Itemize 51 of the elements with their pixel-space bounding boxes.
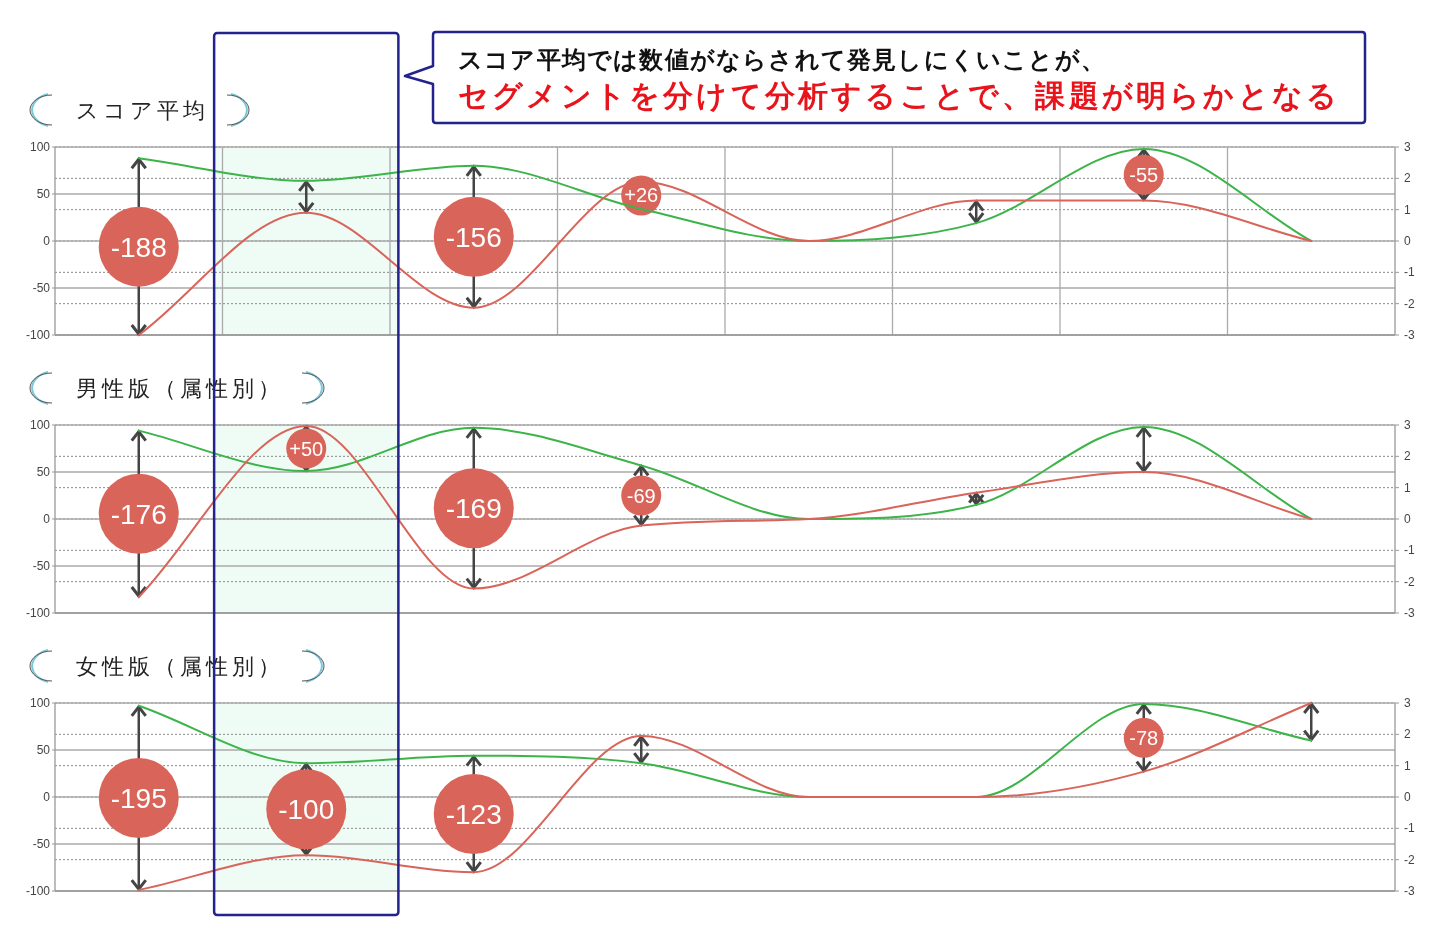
y-tick-label: -100 [25, 328, 51, 342]
annotation: -169 [445, 493, 502, 525]
text: セグメントを分けて分析することで、課題が明らかとなる [458, 79, 1341, 113]
y2-tick-label: 1 [1404, 758, 1411, 773]
y2-tick-label: 3 [1404, 418, 1411, 432]
text: スコア平均では数値がならされて発見しにくいことが、 [458, 46, 1106, 73]
annotation: -55 [1129, 163, 1159, 186]
annotation: -100 [278, 794, 335, 826]
chart-title: スコア平均 [76, 98, 209, 123]
annotation: -176 [110, 498, 167, 530]
y2-tick-label: -2 [1404, 296, 1415, 311]
y-tick-label: 0 [43, 790, 51, 804]
y2-tick-label: -1 [1404, 821, 1415, 836]
y2-tick-label: -3 [1404, 884, 1415, 898]
y2-tick-label: 0 [1404, 234, 1411, 248]
annotation: +50 [289, 437, 324, 460]
y-tick-label: 50 [36, 465, 51, 479]
y2-tick-label: -2 [1404, 852, 1415, 867]
annotation: -78 [1129, 726, 1159, 749]
y2-tick-label: -2 [1404, 574, 1415, 589]
y2-tick-label: 3 [1404, 140, 1411, 154]
y2-tick-label: -1 [1404, 543, 1415, 558]
y-tick-label: -50 [32, 837, 51, 851]
y-tick-label: -100 [25, 606, 51, 620]
y-tick-label: 100 [29, 140, 51, 154]
annotation: +26 [624, 184, 659, 207]
y2-tick-label: -3 [1404, 606, 1415, 620]
y2-tick-label: 2 [1404, 727, 1411, 742]
annotation: -123 [445, 798, 502, 830]
y2-tick-label: 1 [1404, 480, 1411, 495]
y-tick-label: 50 [36, 743, 51, 757]
annotation: -188 [110, 231, 167, 263]
y-tick-label: -100 [25, 884, 51, 898]
annotation: -156 [445, 221, 502, 253]
annotation: -69 [626, 484, 656, 507]
y2-tick-label: 1 [1404, 202, 1411, 217]
y2-tick-label: 0 [1404, 790, 1411, 804]
y-tick-label: 0 [43, 512, 51, 526]
y-tick-label: 50 [36, 187, 51, 201]
y2-tick-label: -1 [1404, 265, 1415, 280]
y-tick-label: 0 [43, 234, 51, 248]
y2-tick-label: 2 [1404, 449, 1411, 464]
y-tick-label: 100 [29, 696, 51, 710]
y2-tick-label: -3 [1404, 328, 1415, 342]
y2-tick-label: 0 [1404, 512, 1411, 526]
y-tick-label: -50 [32, 559, 51, 573]
y2-tick-label: 3 [1404, 696, 1411, 710]
y-tick-label: 100 [29, 418, 51, 432]
annotation: -195 [110, 782, 167, 814]
y-tick-label: -50 [32, 281, 51, 295]
y2-tick-label: 2 [1404, 171, 1411, 186]
